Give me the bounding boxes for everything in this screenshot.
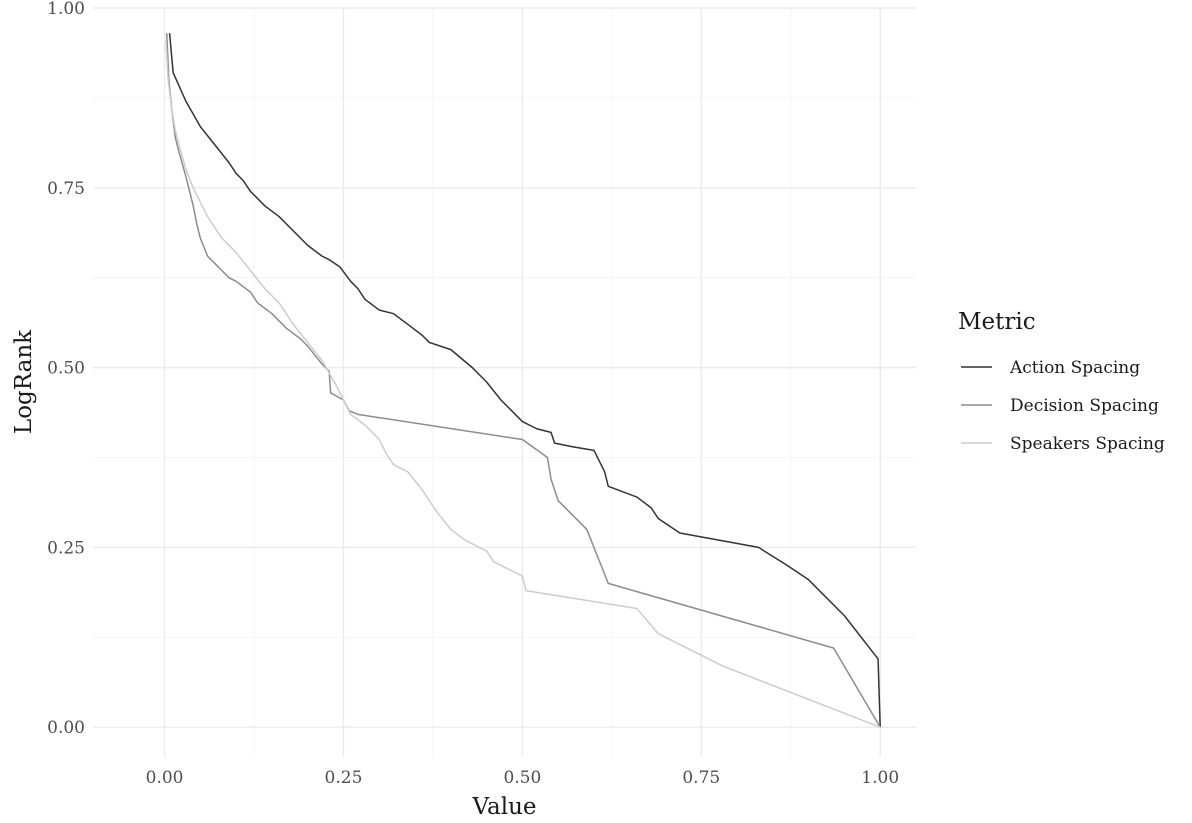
y-tick-label: 1.00 [47,0,85,19]
x-tick-label: 1.00 [861,768,899,788]
speakers-spacing-line [165,40,881,728]
y-tick-label: 0.00 [47,718,85,738]
y-axis-title: LogRank [11,329,37,434]
series-lines [165,33,881,728]
legend-items: Action Spacing Decision Spacing Speakers S… [961,358,1165,454]
x-tick-label: 0.50 [503,768,541,788]
y-tick-label: 0.75 [47,179,85,199]
x-tick-label: 0.25 [325,768,363,788]
action-spacing-legend-label: Action Spacing [1009,358,1140,378]
tick-labels: 0.00 0.25 0.50 0.75 1.00 0.00 0.25 0.50 0.75 1.00 [47,0,899,788]
action-spacing-line [168,33,881,728]
y-tick-label: 0.25 [47,538,85,558]
y-tick-label: 0.50 [47,359,85,379]
x-axis-title: Value [472,794,537,820]
decision-spacing-line [165,33,881,728]
grid [93,7,916,756]
speakers-spacing-legend-label: Speakers Spacing [1010,434,1165,454]
x-tick-label: 0.00 [146,768,184,788]
decision-spacing-legend-label: Decision Spacing [1010,396,1159,416]
legend: Metric Action Spacing Decision Spacing Spe… [958,309,1165,454]
legend-title: Metric [958,309,1036,335]
x-tick-label: 0.75 [682,768,720,788]
